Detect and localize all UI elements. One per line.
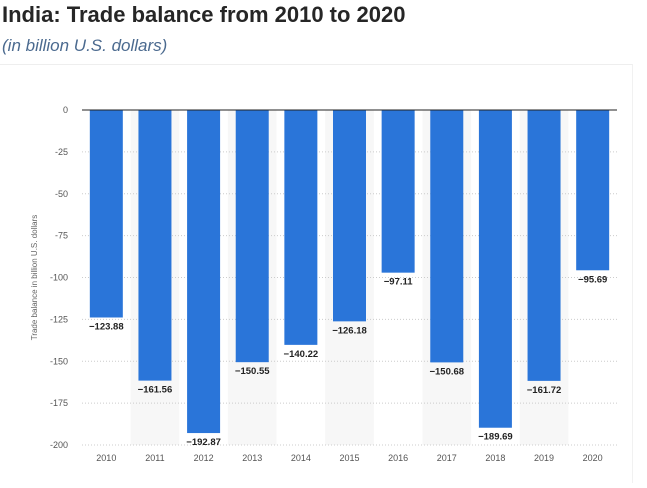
y-tick-label: -175 — [50, 398, 68, 408]
x-tick-label: 2012 — [194, 453, 214, 463]
x-tick-label: 2010 — [96, 453, 116, 463]
y-tick-label: -25 — [55, 147, 68, 157]
y-axis-tick-labels: 0 -25 -50 -75 -100 -125 -150 -175 -200 — [50, 105, 68, 450]
data-label: −97.11 — [384, 277, 414, 288]
x-tick-label: 2015 — [339, 453, 359, 463]
y-tick-label: -75 — [55, 231, 68, 241]
y-tick-label: -50 — [55, 189, 68, 199]
bar-2011 — [138, 110, 172, 381]
data-label: −123.88 — [89, 321, 124, 332]
y-tick-label: -150 — [50, 356, 68, 366]
bar-2018 — [478, 110, 512, 428]
y-axis-title: Trade balance in billion U.S. dollars — [30, 215, 39, 341]
bar-2013 — [235, 110, 269, 363]
x-tick-label: 2011 — [145, 453, 164, 463]
data-label: −189.69 — [478, 432, 513, 443]
data-label: −192.87 — [186, 437, 221, 448]
x-tick-label: 2017 — [437, 453, 457, 463]
x-axis-tick-labels: 2010 2011 2012 2013 2014 2015 2016 2017 2018 2019… — [96, 453, 602, 463]
bar-2014 — [284, 110, 318, 345]
y-tick-label: -100 — [50, 273, 68, 283]
bar-2010 — [89, 110, 123, 318]
trade-balance-bar-chart: 0-25-50-75-100-125-150-175-200 2010 2011 2… — [30, 105, 617, 463]
data-label: −161.56 — [138, 385, 173, 396]
data-label: −150.68 — [429, 366, 464, 377]
data-label: −140.22 — [284, 349, 319, 360]
x-tick-label: 2018 — [485, 453, 505, 463]
y-tick-label: -200 — [50, 440, 68, 450]
chart-subtitle: (in billion U.S. dollars) — [2, 36, 168, 55]
bar-2015 — [333, 110, 366, 322]
data-label: −126.18 — [332, 325, 367, 336]
x-tick-label: 2019 — [534, 453, 554, 463]
chart-title: India: Trade balance from 2010 to 2020 — [2, 2, 406, 27]
bar-2017 — [430, 110, 464, 363]
data-label: −95.69 — [578, 274, 607, 285]
x-tick-label: 2016 — [388, 453, 408, 463]
bar-2012 — [187, 110, 221, 434]
x-tick-label: 2020 — [583, 453, 603, 463]
x-tick-label: 2014 — [291, 453, 311, 463]
bar-2019 — [527, 110, 561, 381]
data-label: −150.55 — [235, 366, 270, 377]
y-tick-label: -125 — [50, 314, 68, 324]
bars — [89, 110, 610, 434]
data-labels: −123.88 −161.56 −192.87 −150.55 −140.22 −126.… — [89, 274, 607, 448]
bar-2020 — [576, 110, 610, 271]
x-tick-label: 2013 — [242, 453, 262, 463]
chart-panel: 0 -25 -50 -75 -100 -125 -150 -175 -200 2010 2011 2… — [0, 64, 633, 483]
data-label: −161.72 — [527, 385, 562, 396]
bar-2016 — [381, 110, 415, 273]
y-tick-label: 0 — [63, 105, 68, 115]
